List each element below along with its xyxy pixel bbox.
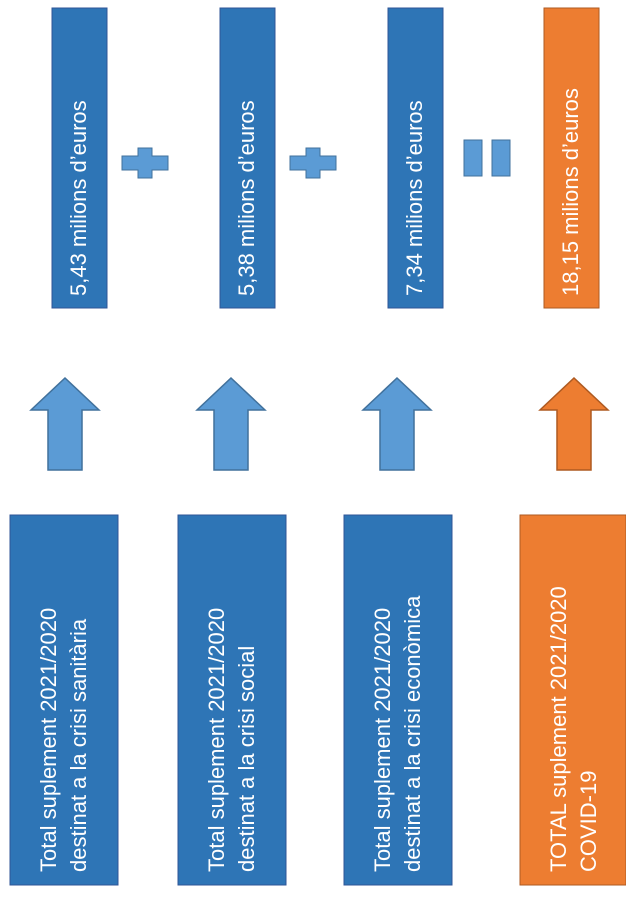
amount-text: 5,38 milions d’euros xyxy=(234,100,259,296)
amount-box xyxy=(387,7,444,309)
plus-sign xyxy=(289,147,337,179)
amount-box xyxy=(543,7,600,309)
description-text: Total suplement 2021/2020 xyxy=(36,608,61,872)
description-text: destinat a la crisi social xyxy=(234,646,259,872)
description-text: destinat a la crisi sanitària xyxy=(66,618,91,872)
up-arrow xyxy=(361,376,433,471)
up-arrow xyxy=(538,376,610,471)
description-box xyxy=(343,514,453,886)
amount-text: 18,15 milions d’euros xyxy=(558,88,583,296)
up-arrow xyxy=(29,376,101,471)
description-box xyxy=(9,514,119,886)
amount-box xyxy=(51,7,108,309)
description-text: destinat a la crisi econòmica xyxy=(400,595,425,872)
amount-text: 7,34 milions d’euros xyxy=(402,100,427,296)
up-arrow xyxy=(195,376,267,471)
description-text: TOTAL suplement 2021/2020 xyxy=(546,586,571,872)
description-box xyxy=(177,514,287,886)
equals-sign xyxy=(463,139,511,177)
plus-sign xyxy=(121,147,169,179)
description-text: Total suplement 2021/2020 xyxy=(370,608,395,872)
amount-text: 5,43 milions d’euros xyxy=(66,100,91,296)
description-box xyxy=(519,514,626,886)
description-text: Total suplement 2021/2020 xyxy=(204,608,229,872)
amount-box xyxy=(219,7,276,309)
description-text: COVID-19 xyxy=(576,771,601,872)
